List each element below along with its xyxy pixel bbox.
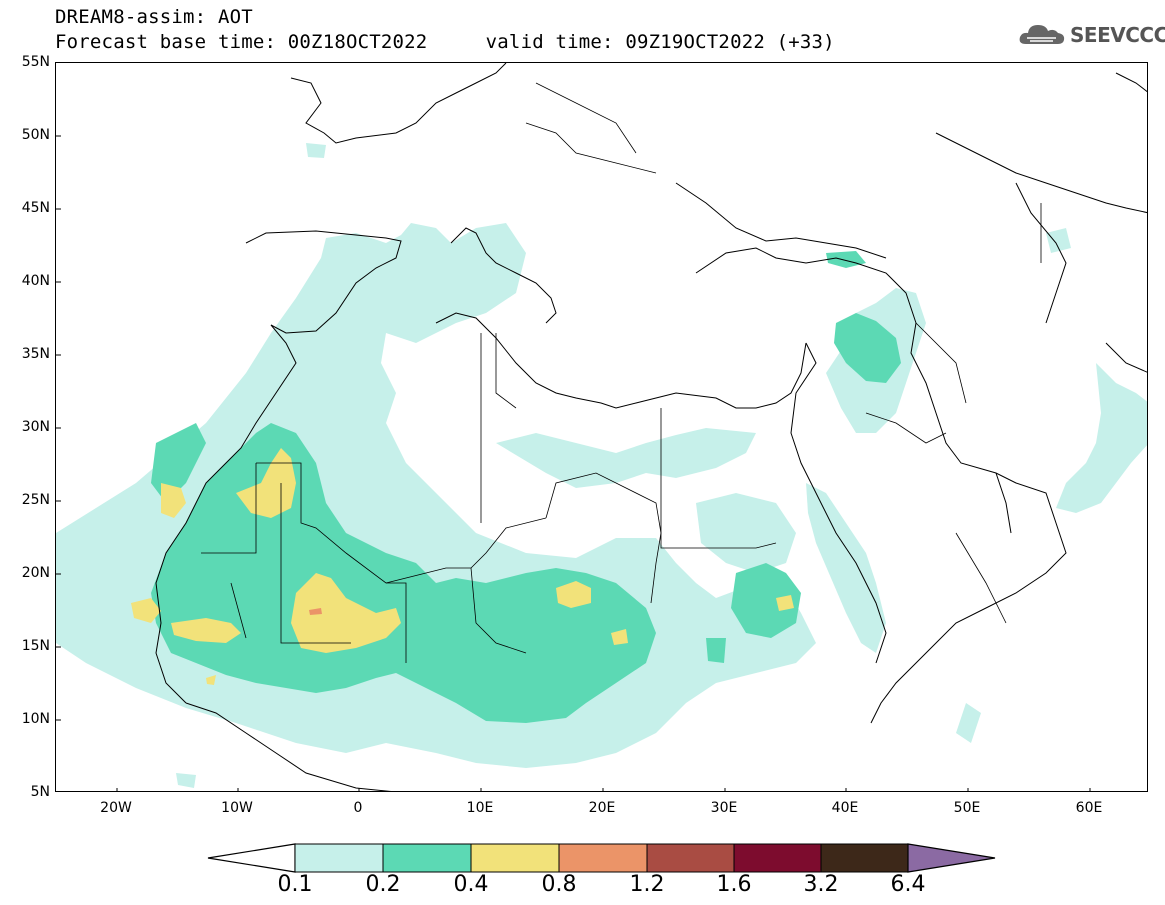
lon-label-60e: 60E xyxy=(1075,800,1103,816)
lat-label-45n: 45N xyxy=(21,200,50,216)
forecast-time: Forecast base time: 00Z18OCT2022 valid t… xyxy=(55,31,835,53)
colorbar-graphic xyxy=(207,843,996,873)
colorbar-label-6: 3.2 xyxy=(803,872,839,897)
lat-label-15n: 15N xyxy=(21,638,50,654)
base-time: Forecast base time: 00Z18OCT2022 xyxy=(55,31,428,53)
colorbar-label-5: 1.6 xyxy=(716,872,752,897)
valid-time: valid time: 09Z19OCT2022 (+33) xyxy=(485,31,835,53)
logo-text: SEEVCCC xyxy=(1070,23,1165,47)
lon-label-10e: 10E xyxy=(466,800,494,816)
map-title: DREAM8-assim: AOT xyxy=(55,6,253,28)
lon-label-40e: 40E xyxy=(831,800,859,816)
lat-label-5n: 5N xyxy=(30,784,50,800)
lat-label-55n: 55N xyxy=(21,54,50,70)
lat-label-40n: 40N xyxy=(21,273,50,289)
colorbar-label-0: 0.1 xyxy=(277,872,313,897)
lat-label-30n: 30N xyxy=(21,419,50,435)
colorbar-label-3: 0.8 xyxy=(541,872,577,897)
aot-shade-0.8 xyxy=(309,608,322,615)
cloud-icon xyxy=(1019,25,1065,44)
lat-label-25n: 25N xyxy=(21,492,50,508)
lat-label-10n: 10N xyxy=(21,711,50,727)
lat-label-35n: 35N xyxy=(21,346,50,362)
colorbar-label-1: 0.2 xyxy=(365,872,401,897)
seevccc-logo: SEEVCCC xyxy=(1018,22,1165,48)
colorbar-label-2: 0.4 xyxy=(453,872,489,897)
lon-label-50e: 50E xyxy=(953,800,981,816)
colorbar-label-4: 1.2 xyxy=(629,872,665,897)
country-borders xyxy=(201,82,1042,663)
lon-label-30e: 30E xyxy=(710,800,738,816)
lon-label-10w: 10W xyxy=(221,800,253,816)
axis-ticks xyxy=(56,135,1091,791)
lon-label-20w: 20W xyxy=(100,800,132,816)
lat-label-50n: 50N xyxy=(21,127,50,143)
aot-map xyxy=(55,62,1148,792)
colorbar-label-7: 6.4 xyxy=(890,872,926,897)
lon-label-0: 0 xyxy=(353,800,363,816)
lat-label-20n: 20N xyxy=(21,565,50,581)
coastlines xyxy=(155,63,1147,791)
lon-label-20e: 20E xyxy=(588,800,616,816)
map-canvas xyxy=(56,63,1147,791)
